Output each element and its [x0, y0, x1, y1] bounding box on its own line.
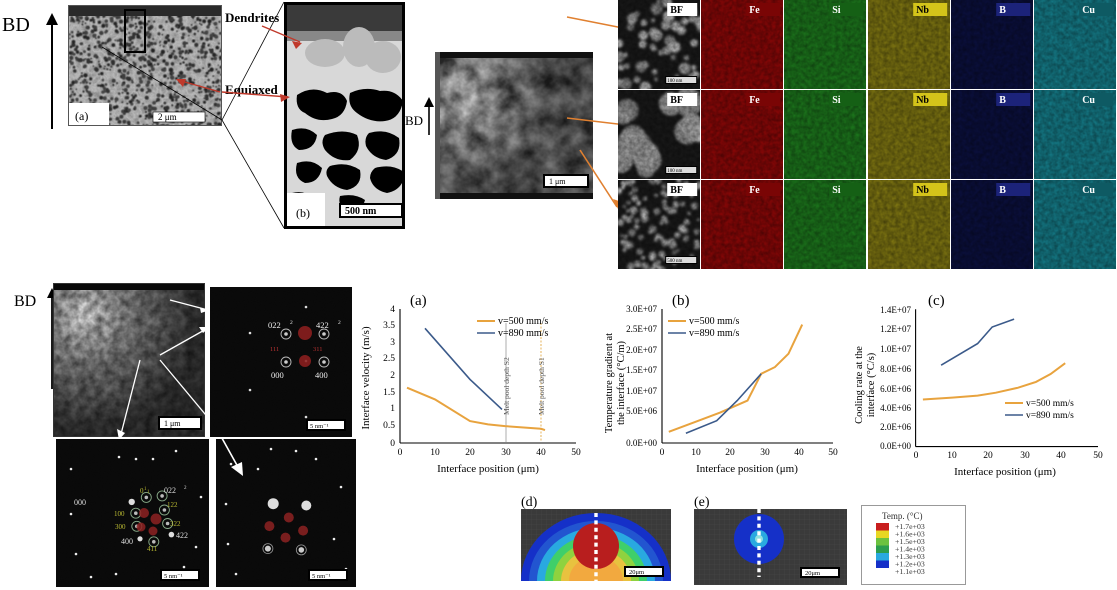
svg-text:8.0E+06: 8.0E+06 [880, 364, 911, 374]
svg-text:20: 20 [465, 448, 475, 458]
svg-text:5.0E+06: 5.0E+06 [626, 406, 657, 416]
svg-text:1.2E+07: 1.2E+07 [880, 324, 911, 334]
svg-text:2.0E+07: 2.0E+07 [626, 345, 657, 355]
svg-text:2: 2 [338, 320, 341, 326]
svg-text:v=500 mm/s: v=500 mm/s [498, 316, 548, 327]
svg-text:(c): (c) [928, 293, 945, 309]
svg-text:0: 0 [398, 448, 403, 458]
svg-text:1.0E+07: 1.0E+07 [626, 386, 657, 396]
svg-text:2: 2 [290, 320, 293, 326]
svg-text:0: 0 [390, 439, 395, 449]
svg-text:4.0E+06: 4.0E+06 [880, 403, 911, 413]
svg-text:Melt pool depth S1: Melt pool depth S1 [537, 357, 546, 415]
svg-text:3.5: 3.5 [383, 321, 395, 331]
svg-text:0.5: 0.5 [383, 421, 395, 431]
svg-text:v=890 mm/s: v=890 mm/s [498, 328, 548, 339]
svg-text:1.0E+07: 1.0E+07 [880, 344, 911, 354]
svg-text:10: 10 [430, 448, 440, 458]
svg-text:v=500 mm/s: v=500 mm/s [1026, 399, 1074, 409]
svg-text:10: 10 [947, 451, 957, 461]
svg-text:122: 122 [167, 501, 178, 509]
svg-text:v=890 mm/s: v=890 mm/s [689, 328, 739, 339]
svg-text:50: 50 [828, 448, 838, 458]
svg-text:30: 30 [1020, 451, 1030, 461]
svg-text:4: 4 [390, 305, 395, 315]
svg-text:50: 50 [1093, 451, 1103, 461]
svg-text:3.0E+07: 3.0E+07 [626, 304, 657, 314]
svg-text:2.5: 2.5 [383, 354, 395, 364]
svg-text:Temperature gradient at: Temperature gradient at [604, 333, 615, 433]
svg-text:000: 000 [74, 498, 86, 507]
svg-text:v=500 mm/s: v=500 mm/s [689, 316, 739, 327]
svg-text:40: 40 [536, 448, 546, 458]
svg-text:022: 022 [268, 320, 281, 330]
svg-text:50: 50 [571, 448, 581, 458]
svg-text:interface (°C/s): interface (°C/s) [866, 352, 877, 417]
svg-text:311: 311 [313, 346, 323, 353]
svg-text:(b): (b) [672, 293, 690, 309]
svg-text:40: 40 [794, 448, 804, 458]
svg-text:422: 422 [176, 531, 188, 540]
svg-text:2.5E+07: 2.5E+07 [626, 324, 657, 334]
svg-text:20: 20 [725, 448, 735, 458]
svg-text:0.0E+00: 0.0E+00 [880, 441, 911, 451]
svg-text:3: 3 [390, 338, 395, 348]
svg-text:5 nm⁻¹: 5 nm⁻¹ [310, 423, 329, 430]
svg-text:1.4E+07: 1.4E+07 [880, 305, 911, 315]
svg-text:5 nm⁻¹: 5 nm⁻¹ [164, 573, 183, 580]
svg-text:30: 30 [760, 448, 770, 458]
svg-text:the interface (°C/m): the interface (°C/m) [616, 340, 627, 425]
svg-text:411: 411 [147, 545, 158, 553]
svg-text:0.0E+00: 0.0E+00 [626, 438, 657, 448]
svg-text:Interface position (μm): Interface position (μm) [696, 463, 798, 475]
svg-text:Interface position (μm): Interface position (μm) [954, 466, 1056, 478]
svg-text:(a): (a) [410, 293, 427, 309]
svg-text:300: 300 [115, 523, 126, 531]
svg-text:422: 422 [316, 320, 329, 330]
svg-text:Cooling rate at the: Cooling rate at the [854, 346, 865, 424]
svg-text:2.0E+06: 2.0E+06 [880, 422, 911, 432]
svg-text:400: 400 [121, 537, 133, 546]
svg-text:Temp. (°C): Temp. (°C) [882, 511, 922, 521]
svg-text:+1.1e+03: +1.1e+03 [895, 567, 925, 576]
svg-text:1.5E+07: 1.5E+07 [626, 365, 657, 375]
svg-text:Melt pool depth S2: Melt pool depth S2 [502, 357, 511, 415]
svg-text:Interface velocity (m/s): Interface velocity (m/s) [360, 326, 372, 430]
svg-text:10: 10 [691, 448, 701, 458]
svg-text:022: 022 [164, 486, 176, 495]
svg-text:000: 000 [271, 370, 284, 380]
svg-text:6.0E+06: 6.0E+06 [880, 384, 911, 394]
svg-text:1.5: 1.5 [383, 388, 395, 398]
svg-text:0: 0 [914, 451, 919, 461]
svg-text:2: 2 [390, 371, 395, 381]
svg-text:Interface position (μm): Interface position (μm) [437, 463, 539, 475]
svg-text:20: 20 [983, 451, 993, 461]
svg-text:5 nm⁻¹: 5 nm⁻¹ [312, 573, 331, 580]
svg-text:40: 40 [1056, 451, 1066, 461]
svg-text:400: 400 [315, 370, 328, 380]
svg-text:322: 322 [170, 520, 181, 528]
svg-text:20μm: 20μm [805, 570, 820, 577]
svg-text:20μm: 20μm [629, 569, 644, 576]
svg-text:111: 111 [270, 346, 279, 353]
svg-text:100: 100 [114, 510, 125, 518]
svg-text:30: 30 [501, 448, 511, 458]
svg-text:v=890 mm/s: v=890 mm/s [1026, 411, 1074, 421]
svg-text:0: 0 [660, 448, 665, 458]
svg-text:1: 1 [390, 404, 395, 414]
